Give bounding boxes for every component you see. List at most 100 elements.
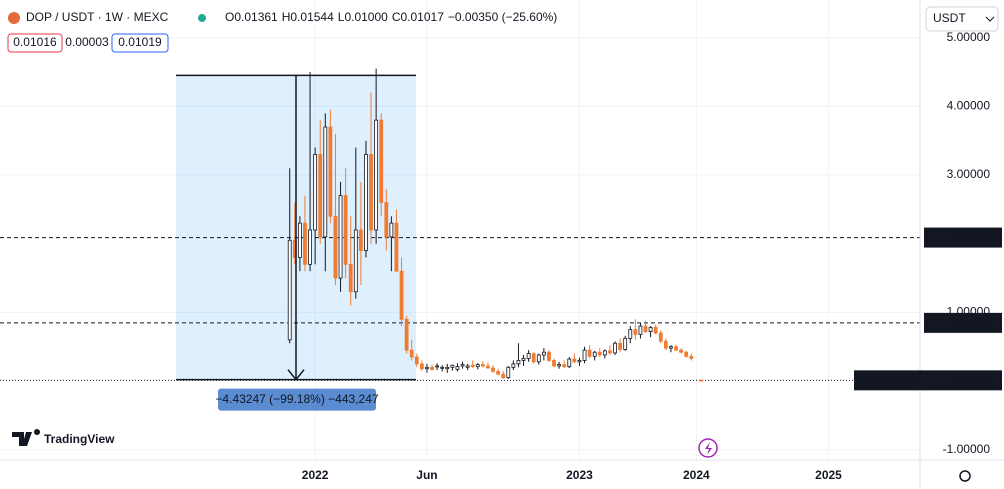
candle-body bbox=[287, 239, 292, 341]
candle-body bbox=[541, 351, 546, 356]
measure-label: −4.43247 (−99.18%) −443,247 bbox=[215, 392, 378, 406]
candle-body bbox=[475, 364, 480, 368]
candle-body bbox=[592, 351, 597, 357]
y-tick-label: -1.00000 bbox=[943, 442, 991, 456]
settings-icon[interactable] bbox=[959, 470, 971, 482]
x-tick-label: 2025 bbox=[815, 468, 842, 482]
candle-body bbox=[597, 351, 602, 356]
currency-button[interactable] bbox=[925, 6, 999, 32]
last-price-symbol: DOPUSDT bbox=[858, 373, 917, 387]
candle-body bbox=[414, 356, 419, 365]
candle-body bbox=[496, 371, 501, 375]
candle-body bbox=[638, 325, 643, 335]
candle-body bbox=[435, 365, 440, 368]
candle-body bbox=[552, 360, 556, 367]
candle-body bbox=[394, 222, 399, 272]
candle-body bbox=[389, 222, 394, 238]
candle-body bbox=[582, 349, 587, 361]
candle-body bbox=[587, 349, 592, 357]
candle-body bbox=[608, 350, 612, 354]
candle-body bbox=[409, 349, 414, 358]
candle-body bbox=[460, 364, 465, 367]
candle-body bbox=[323, 126, 328, 238]
last-price-box bbox=[854, 370, 1002, 391]
last-price-label: 0.01017 bbox=[953, 373, 997, 387]
candle-body bbox=[303, 222, 307, 265]
candle-body bbox=[455, 366, 460, 370]
candle-body bbox=[358, 229, 363, 251]
candle-body bbox=[486, 365, 490, 369]
status-dot bbox=[198, 14, 206, 22]
candle-body bbox=[506, 366, 511, 379]
candle-body bbox=[297, 222, 302, 258]
event-bolt bbox=[705, 442, 712, 455]
currency: USDT bbox=[933, 11, 966, 25]
brand[interactable]: TradingView bbox=[44, 432, 115, 446]
candle-body bbox=[643, 325, 648, 333]
x-tick-label: 2022 bbox=[302, 468, 329, 482]
ohlc-value: C0.01017 bbox=[392, 10, 444, 24]
candle-body bbox=[562, 364, 567, 368]
candle-body bbox=[699, 379, 704, 382]
candle-body bbox=[526, 353, 531, 359]
candle-body bbox=[465, 365, 470, 368]
candle-body bbox=[689, 355, 694, 359]
candle-body bbox=[419, 363, 424, 370]
candle-body bbox=[613, 342, 617, 354]
candle-body bbox=[328, 126, 333, 217]
candle-body bbox=[379, 119, 384, 203]
ohlc-value: −0.00350 (−25.60%) bbox=[448, 10, 557, 24]
candle-body bbox=[511, 363, 516, 368]
candle-body bbox=[557, 364, 562, 367]
candle-body bbox=[318, 154, 323, 238]
spread: 0.00003 bbox=[65, 35, 109, 49]
candle-body bbox=[674, 346, 678, 351]
y-tick-label: 3.00000 bbox=[947, 167, 991, 181]
price-label: 2.08963 bbox=[953, 230, 997, 244]
candle-body bbox=[440, 366, 445, 369]
candle-body bbox=[572, 358, 577, 363]
candle-body bbox=[521, 357, 526, 361]
measure-arrowhead bbox=[287, 369, 305, 381]
measure-label-box bbox=[218, 388, 376, 411]
x-tick-label: 2023 bbox=[566, 468, 593, 482]
candle-body bbox=[633, 329, 638, 335]
candle-body bbox=[364, 154, 368, 251]
bid: 0.01016 bbox=[13, 35, 57, 49]
candle-body bbox=[577, 360, 582, 363]
candle-body bbox=[516, 360, 521, 365]
candle-body bbox=[404, 318, 409, 351]
candle-body bbox=[353, 229, 358, 293]
bid-box[interactable] bbox=[7, 33, 63, 53]
candle-body bbox=[384, 202, 389, 238]
candle-body bbox=[648, 327, 653, 333]
candle-body bbox=[491, 367, 495, 372]
candle-body bbox=[470, 364, 475, 368]
candle-body bbox=[313, 154, 318, 231]
ask-box[interactable] bbox=[111, 33, 169, 53]
price-label-box bbox=[924, 227, 1002, 248]
price-label: 0.84750 bbox=[953, 315, 997, 329]
candle-body bbox=[369, 154, 373, 231]
y-tick-label: 4.00000 bbox=[947, 99, 991, 113]
candle-body bbox=[343, 195, 348, 265]
candle-body bbox=[338, 195, 343, 279]
candle-body bbox=[399, 270, 404, 320]
ohlc-value: L0.01000 bbox=[338, 10, 388, 24]
dropdown-caret bbox=[985, 16, 995, 22]
candle-body bbox=[445, 366, 450, 370]
candle-body bbox=[501, 373, 506, 379]
y-tick-label: 5.00000 bbox=[947, 30, 991, 44]
ohlc-value: O0.01361 bbox=[225, 10, 278, 24]
ask: 0.01019 bbox=[118, 35, 162, 49]
candle-body bbox=[669, 346, 673, 349]
candle-body bbox=[536, 354, 541, 363]
candle-body bbox=[374, 119, 379, 231]
candle-body bbox=[480, 364, 485, 367]
symbol[interactable]: DOP / USDT · 1W · MEXC bbox=[26, 10, 169, 24]
candle-body bbox=[333, 215, 338, 279]
candle-body bbox=[658, 332, 663, 342]
candle-body bbox=[531, 353, 536, 363]
